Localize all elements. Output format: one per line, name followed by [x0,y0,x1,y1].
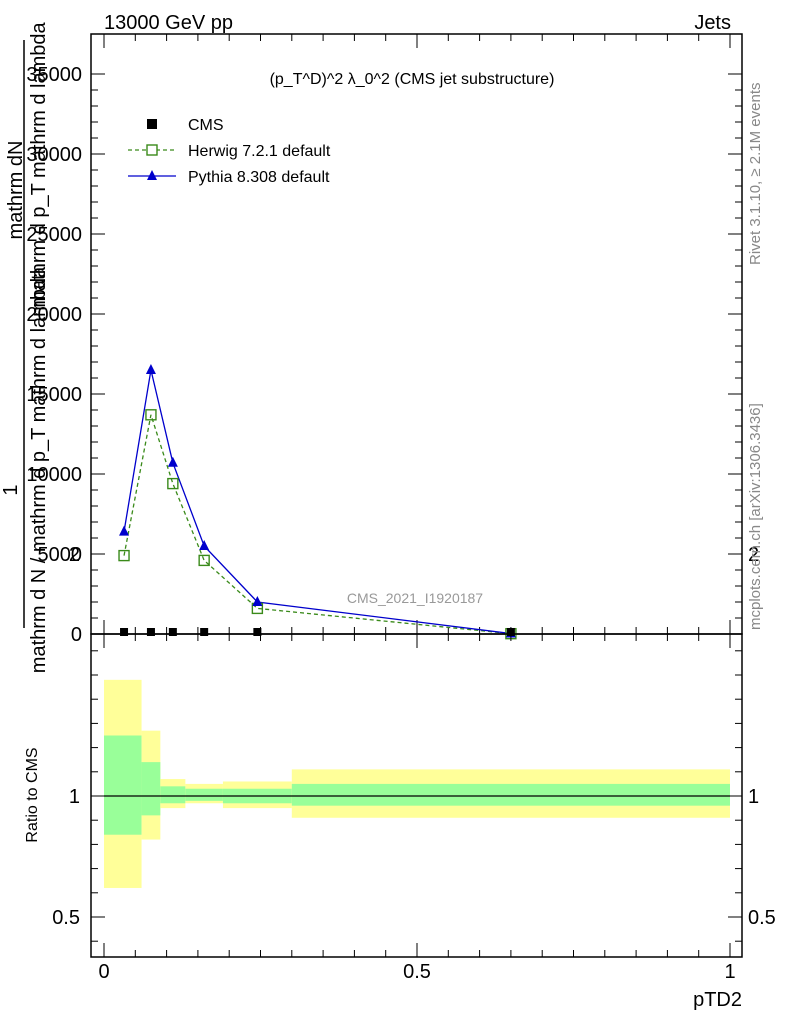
legend-label: CMS [188,117,224,134]
cms-point [146,628,155,636]
y-tick-label: 25000 [26,224,82,246]
ratio-y-tick-label: 1 [69,786,80,808]
herwig-point [198,554,210,567]
y-label-fraction-one: 1 [0,484,22,495]
x-axis-label: pTD2 [693,989,742,1011]
y-tick-label: 35000 [26,64,82,86]
legend-pythia-marker [147,170,157,180]
y-tick-label: 5000 [38,544,83,566]
herwig-line [123,414,511,635]
ratio-y-tick-label: 0.5 [52,907,80,929]
main-plot-panel: 0 5000 10000 15000 20000 25000 30000 35000 CMS He… [26,33,743,646]
cms-point [200,628,209,636]
herwig-point [167,477,179,490]
y-tick-label: 15000 [26,384,82,406]
x-tick-label: 0 [98,961,109,983]
y-tick-label: 10000 [26,464,82,486]
y-label-denominator-top: mathrm d p_T mathrm d lambda [28,21,50,307]
pythia-point [119,525,130,536]
herwig-point [145,409,157,421]
pythia-point [167,456,178,467]
legend-label: Pythia 8.308 default [188,169,330,186]
cms-point [506,628,515,636]
legend-herwig-marker [146,144,158,156]
y-label-numerator: mathrm dN [5,141,27,240]
ratio-y-tick-label-right: 2 [748,544,759,566]
watermark: CMS_2021_I1920187 [347,590,483,606]
herwig-point [118,549,130,562]
header-right: Jets [694,12,731,34]
ratio-y-label: Ratio to CMS [24,747,41,842]
ratio-band-inner [160,786,186,804]
y-label-denominator-bottom: mathrm d N / mathrm d p_T mathrm d lambd… [28,266,50,673]
pythia-point [252,596,263,606]
ratio-band-inner [141,762,161,816]
pythia-point [199,540,210,550]
legend-label: Herwig 7.2.1 default [188,143,331,160]
x-tick-label: 0.5 [403,961,431,983]
legend-cms-marker [147,119,157,129]
plot-title: (p_T^D)^2 λ_0^2 (CMS jet substructure) [270,71,555,88]
pythia-line [123,369,511,635]
ratio-y-tick-label-right: 1 [748,786,759,808]
ratio-plot-panel: 0.5 0.5 1 1 2 2 0 0.5 1 [52,544,776,983]
header-left: 13000 GeV pp [104,12,233,34]
pythia-point [145,364,156,374]
ratio-y-tick-label: 2 [69,544,80,566]
ratio-band-inner [185,788,223,801]
cms-point [120,628,129,636]
y-tick-label: 20000 [26,304,82,326]
cms-point [168,628,177,636]
rivet-label: Rivet 3.1.10, ≥ 2.1M events [747,83,764,266]
x-tick-label: 1 [724,961,735,983]
y-tick-label: 30000 [26,144,82,166]
ratio-band-inner [104,735,142,835]
cms-point [253,628,262,636]
ratio-band-inner [291,783,730,806]
ratio-y-tick-label-right: 0.5 [748,907,776,929]
y-tick-label: 0 [71,624,82,646]
labels-layer: 13000 GeV pp Jets Rivet 3.1.10, ≥ 2.1M e… [0,12,764,1011]
mcplots-label: mcplots.cern.ch [arXiv:1306.3436] [747,403,764,630]
